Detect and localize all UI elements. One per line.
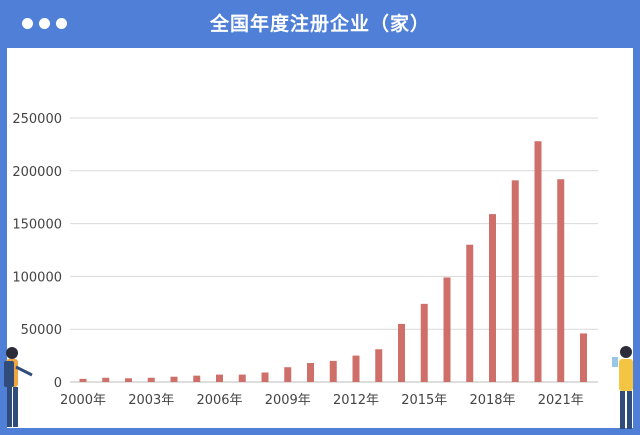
bar-2012年 [352, 355, 360, 382]
person-right-illustration [612, 346, 633, 429]
bar-2002年 [125, 378, 132, 382]
bar-2003年 [147, 377, 155, 382]
bar-2006年 [216, 374, 223, 382]
bar-2010年 [307, 362, 314, 382]
y-tick-label: 100000 [12, 270, 62, 285]
bar-2001年 [102, 377, 110, 382]
y-tick-label: 200000 [12, 165, 62, 180]
bar-2013年 [375, 349, 383, 382]
y-tick-label: 50000 [21, 323, 62, 338]
x-tick-label: 2000年 [60, 393, 106, 408]
bar-2017年 [466, 244, 474, 382]
bar-2011年 [329, 360, 337, 382]
x-tick-label: 2003年 [128, 393, 174, 408]
dot-icon [39, 18, 50, 29]
x-tick-label: 2009年 [265, 393, 311, 408]
y-tick-label: 150000 [12, 218, 62, 233]
bar-2021年 [557, 179, 565, 382]
header-bar: 全国年度注册企业（家） [0, 0, 640, 46]
bar-2004年 [170, 376, 178, 382]
y-tick-label: 0 [54, 376, 62, 391]
bar-2014年 [398, 323, 405, 382]
chart-panel [7, 48, 633, 428]
bar-2009年 [284, 367, 292, 382]
bar-2007年 [238, 374, 246, 382]
bar-2000年 [79, 378, 87, 382]
x-tick-label: 2012年 [333, 393, 379, 408]
x-tick-label: 2021年 [538, 393, 584, 408]
window-dots [22, 18, 67, 29]
bar-2022年 [580, 333, 587, 382]
x-tick-label: 2018年 [469, 393, 515, 408]
bar-2020年 [534, 141, 542, 382]
bar-2008年 [261, 372, 269, 382]
bar-2019年 [511, 180, 519, 382]
bar-2005年 [193, 375, 201, 382]
dot-icon [22, 18, 33, 29]
bar-2016年 [443, 277, 451, 382]
bar-2018年 [489, 214, 496, 382]
dot-icon [56, 18, 67, 29]
bar-2015年 [420, 303, 428, 382]
x-tick-label: 2015年 [401, 393, 447, 408]
person-left-illustration [4, 347, 33, 427]
chart-title: 全国年度注册企业（家） [209, 13, 430, 35]
y-tick-label: 250000 [12, 112, 62, 127]
x-tick-label: 2006年 [196, 393, 242, 408]
